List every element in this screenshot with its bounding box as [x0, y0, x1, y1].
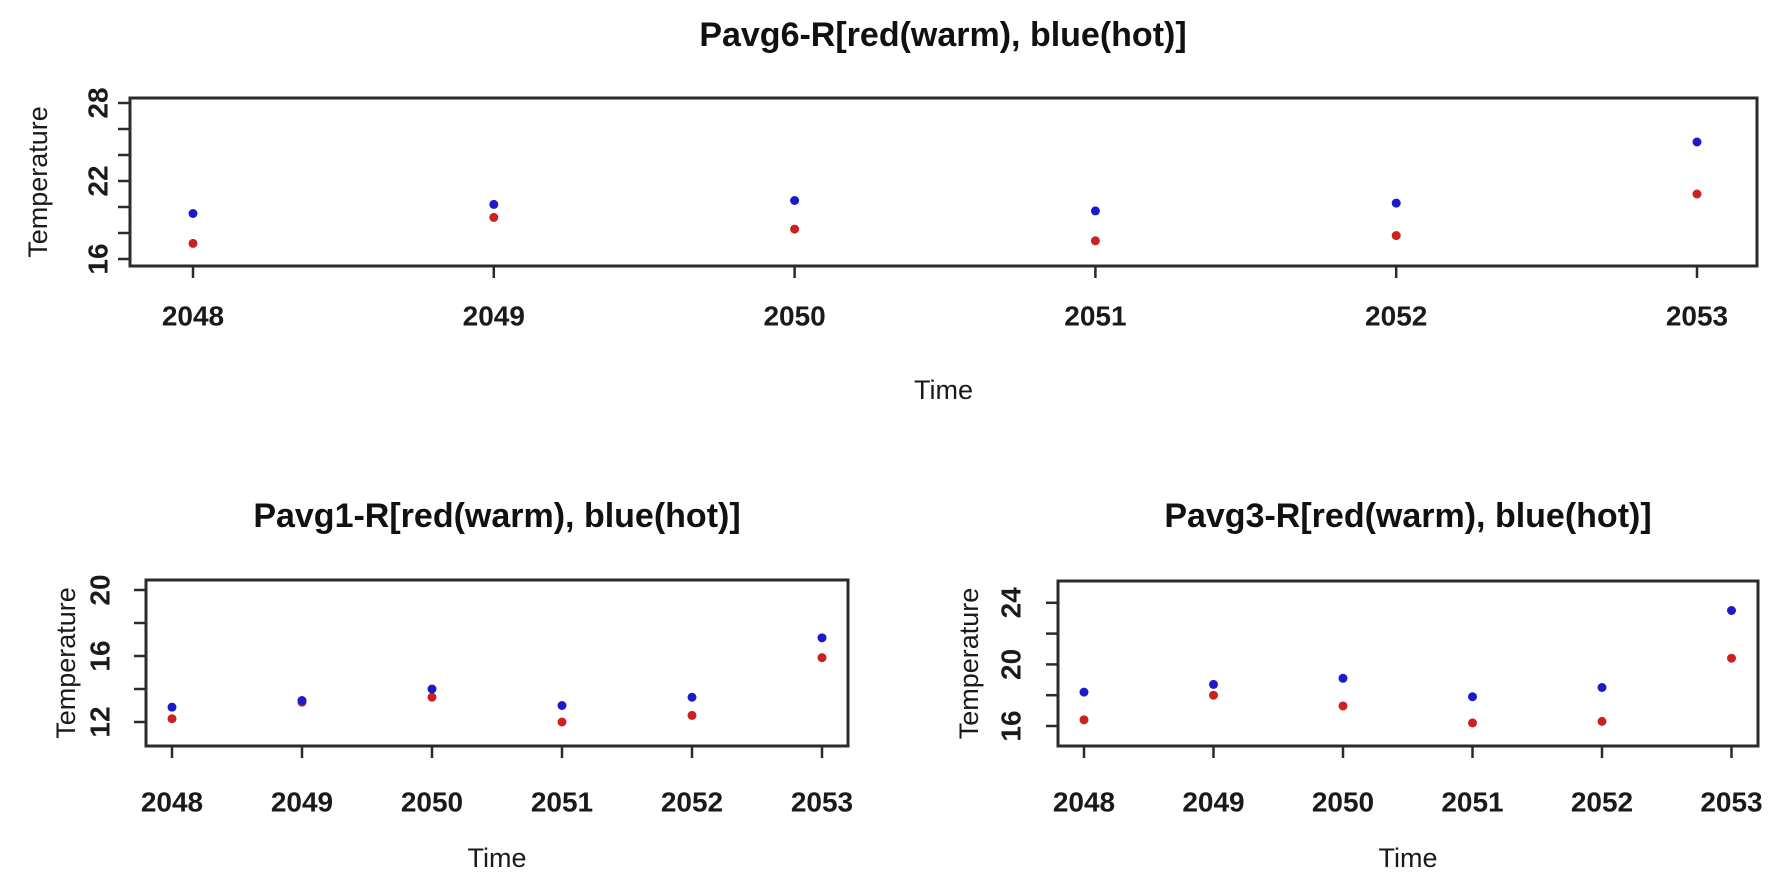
data-point-hot	[1727, 606, 1736, 615]
data-point-hot	[1391, 198, 1401, 208]
pavg6-chart: 16 22 28 2048 2049 2050 2051 2052 2053 Pavg6-R[re…	[0, 0, 1778, 430]
plot-title: Pavg3-R[red(warm), blue(hot)]	[1164, 497, 1651, 535]
data-point-hot	[427, 684, 437, 694]
x-axis-label: Time	[1379, 843, 1438, 873]
data-point-hot	[1338, 673, 1348, 683]
x-tick-label: 2051	[1441, 787, 1503, 818]
x-tick-label: 2050	[763, 301, 825, 332]
y-tick-label: 24	[996, 587, 1027, 619]
y-tick-label: 16	[85, 640, 116, 671]
x-tick-label: 2052	[1571, 787, 1633, 818]
data-point-warm	[1338, 701, 1348, 711]
y-tick-label: 16	[996, 710, 1027, 741]
y-tick-label: 12	[85, 706, 116, 737]
y-tick-label: 16	[83, 243, 114, 274]
data-point-hot	[790, 196, 800, 205]
y-axis-label: Temperature	[23, 106, 53, 258]
x-tick-label: 2053	[1700, 787, 1762, 818]
data-point-hot	[1090, 206, 1100, 216]
data-point-hot	[1209, 679, 1218, 689]
x-tick-label: 2049	[271, 787, 333, 818]
data-point-hot	[1468, 692, 1477, 702]
data-point-warm	[1692, 189, 1702, 199]
data-point-warm	[1727, 653, 1736, 663]
data-point-warm	[1468, 718, 1477, 728]
data-point-warm	[1079, 715, 1089, 725]
data-point-warm	[1391, 231, 1401, 241]
data-point-hot	[297, 696, 307, 706]
plot-box	[1056, 579, 1760, 748]
x-tick-label: 2051	[1064, 301, 1126, 332]
x-tick-label: 2051	[531, 787, 593, 818]
plot-box	[144, 578, 850, 748]
data-point-warm	[427, 692, 437, 702]
data-point-hot	[687, 692, 697, 702]
x-tick-label: 2050	[401, 787, 463, 818]
x-tick-label: 2048	[1053, 787, 1115, 818]
data-point-warm	[489, 212, 499, 222]
y-tick-label: 22	[83, 165, 114, 196]
x-tick-label: 2053	[791, 787, 853, 818]
pavg1-chart: 12 16 20 2048 2049 2050 2051 2052 2053 Pavg1-R[re…	[0, 430, 889, 895]
data-point-hot	[557, 701, 567, 710]
y-axis-label: Temperature	[954, 588, 984, 740]
plot-box	[128, 96, 1759, 268]
x-tick-label: 2052	[661, 787, 723, 818]
data-point-warm	[1597, 716, 1607, 726]
plot-title: Pavg1-R[red(warm), blue(hot)]	[253, 497, 740, 535]
x-tick-label: 2053	[1666, 301, 1728, 332]
data-point-hot	[1597, 683, 1607, 692]
data-point-hot	[188, 209, 198, 218]
x-tick-label: 2050	[1312, 787, 1374, 818]
data-point-warm	[1209, 690, 1218, 700]
x-tick-label: 2049	[1182, 787, 1244, 818]
data-point-warm	[790, 224, 800, 234]
x-axis-label: Time	[914, 375, 973, 405]
y-axis-label: Temperature	[51, 587, 81, 739]
data-point-hot	[1692, 137, 1702, 147]
data-point-warm	[1090, 236, 1100, 246]
pavg3-chart: 16 20 24 2048 2049 2050 2051 2052 2053 Pavg3-R[re…	[889, 430, 1778, 895]
data-point-hot	[1079, 687, 1089, 697]
data-point-warm	[687, 710, 697, 720]
data-point-warm	[557, 717, 567, 727]
plot-title: Pavg6-R[red(warm), blue(hot)]	[699, 16, 1186, 54]
x-tick-label: 2049	[463, 301, 525, 332]
data-point-warm	[817, 653, 827, 663]
data-point-hot	[817, 633, 827, 643]
x-tick-label: 2052	[1365, 301, 1427, 332]
x-tick-label: 2048	[162, 301, 224, 332]
data-point-hot	[489, 199, 499, 209]
data-point-hot	[167, 702, 177, 712]
y-tick-label: 20	[996, 649, 1027, 680]
y-tick-label: 28	[83, 87, 114, 118]
data-point-warm	[188, 238, 198, 248]
data-point-warm	[167, 714, 177, 724]
x-tick-label: 2048	[141, 787, 203, 818]
y-tick-label: 20	[85, 574, 116, 605]
x-axis-label: Time	[468, 843, 527, 873]
